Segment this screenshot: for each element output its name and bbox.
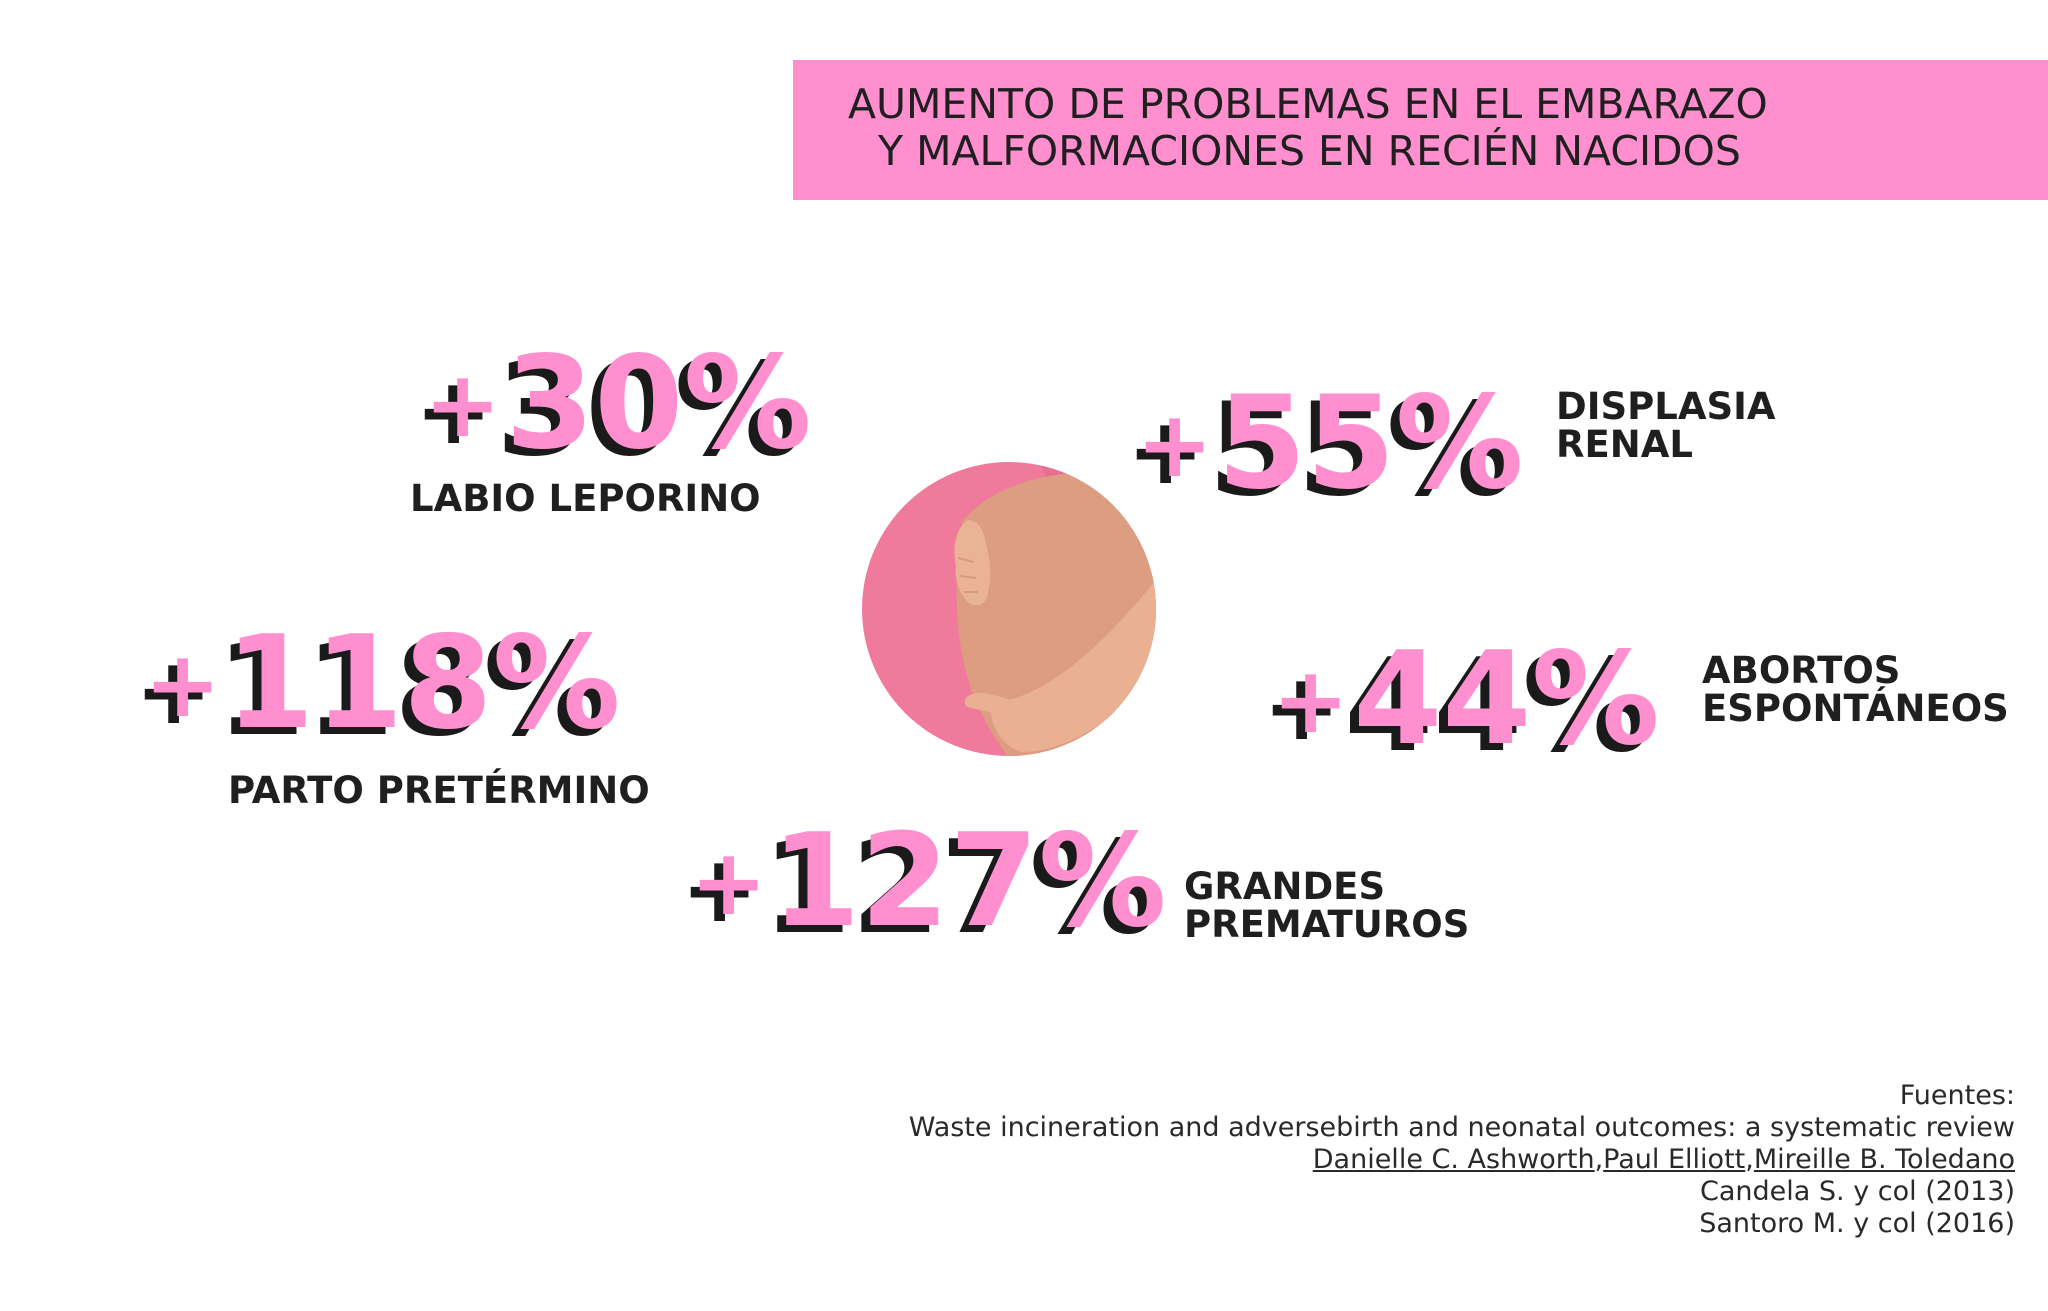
stat-labio-leporino-value: +30%	[424, 340, 812, 468]
label-line-2: RENAL	[1556, 423, 1693, 467]
source-reference: Santoro M. y col (2016)	[1699, 1208, 2015, 1239]
label-line-1: ABORTOS	[1702, 649, 1901, 692]
label-line-2: PREMATUROS	[1184, 903, 1470, 947]
title-banner: AUMENTO DE PROBLEMAS EN EL EMBARAZO Y MA…	[793, 60, 2048, 200]
stat-abortos-espontaneos-label: ABORTOS ESPONTÁNEOS	[1702, 649, 2009, 731]
stat-parto-pretermino-label: PARTO PRETÉRMINO	[228, 769, 650, 812]
stat-displasia-renal-value: +55%	[1136, 380, 1524, 508]
stat-abortos-espontaneos-value: +44%	[1272, 636, 1660, 764]
stat-number: 127%	[771, 807, 1167, 956]
pregnant-belly-icon	[862, 462, 1156, 756]
sources-heading: Fuentes:	[1899, 1080, 2015, 1111]
stat-grandes-prematuros-label: GRANDES PREMATUROS	[1184, 865, 1470, 947]
label-line-1: DISPLASIA	[1556, 385, 1776, 428]
label-line-1: GRANDES	[1184, 865, 1386, 908]
label-line-2: ESPONTÁNEOS	[1702, 687, 2009, 731]
stat-plus-sign: +	[1136, 389, 1214, 498]
stat-displasia-renal-label: DISPLASIA RENAL	[1556, 385, 1776, 467]
stat-plus-sign: +	[1272, 645, 1350, 754]
author-separator: ,	[1594, 1144, 1604, 1175]
stat-number: 30%	[505, 329, 812, 478]
stat-plus-sign: +	[424, 349, 502, 458]
title-line-1: AUMENTO DE PROBLEMAS EN EL EMBARAZO	[848, 80, 1768, 128]
author-link[interactable]: Mireille B. Toledano	[1753, 1144, 2015, 1175]
stat-parto-pretermino-value: +118%	[144, 620, 621, 748]
source-authors: Danielle C. Ashworth,Paul Elliott,Mireil…	[909, 1144, 2015, 1176]
sources-block: Fuentes: Waste incineration and adverseb…	[909, 1080, 2015, 1240]
source-reference: Candela S. y col (2013)	[1700, 1176, 2015, 1207]
source-title: Waste incineration and adversebirth and …	[908, 1112, 2015, 1143]
stat-grandes-prematuros-value: +127%	[690, 818, 1167, 946]
title-line-2: Y MALFORMACIONES EN RECIÉN NACIDOS	[878, 127, 1741, 175]
hand-shape	[954, 520, 991, 606]
stat-number: 44%	[1353, 625, 1660, 774]
stat-number: 55%	[1217, 369, 1524, 518]
stat-plus-sign: +	[690, 827, 768, 936]
stat-number: 118%	[225, 609, 621, 758]
author-link[interactable]: Danielle C. Ashworth	[1312, 1144, 1595, 1175]
author-separator: ,	[1745, 1144, 1754, 1175]
stat-labio-leporino-label: LABIO LEPORINO	[410, 477, 761, 520]
author-link[interactable]: Paul Elliott	[1603, 1144, 1746, 1175]
stat-plus-sign: +	[144, 629, 222, 738]
